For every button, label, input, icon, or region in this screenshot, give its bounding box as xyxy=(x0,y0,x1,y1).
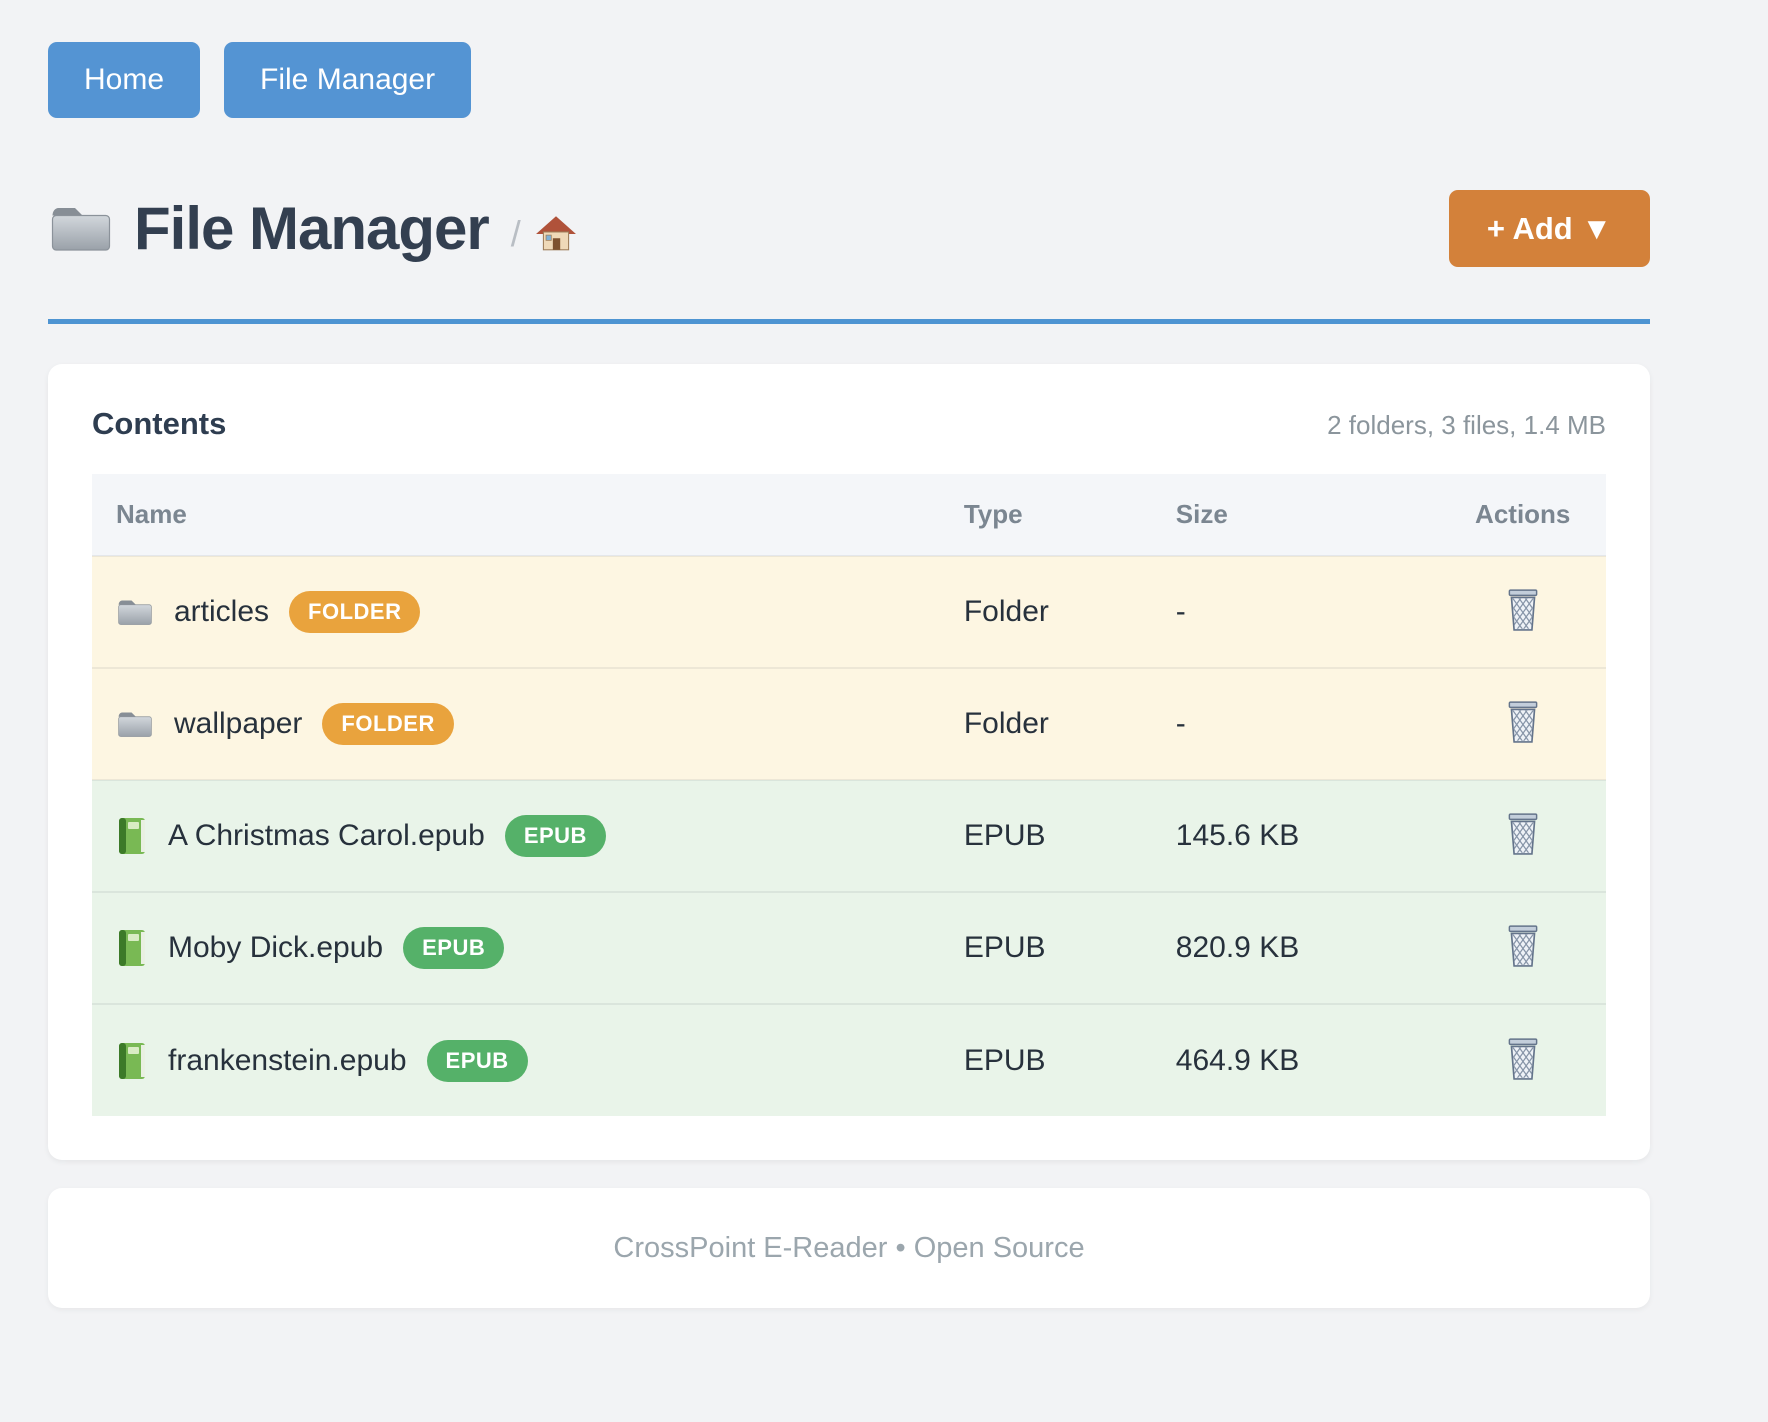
home-button[interactable]: Home xyxy=(48,42,201,118)
contents-card: Contents 2 folders, 3 files, 1.4 MB Name… xyxy=(48,364,1650,1160)
column-header-actions: Actions xyxy=(1439,474,1606,556)
type-cell: Folder xyxy=(939,556,1152,668)
trash-icon xyxy=(1504,1037,1542,1081)
delete-button[interactable] xyxy=(1500,696,1546,748)
column-header-size: Size xyxy=(1151,474,1440,556)
contents-table-body: articles FOLDER Folder - xyxy=(92,556,1606,1116)
type-cell: Folder xyxy=(939,668,1152,780)
name-cell: frankenstein.epub EPUB xyxy=(92,1004,940,1116)
table-row: Moby Dick.epub EPUB EPUB 820.9 KB xyxy=(92,892,1606,1004)
page-container: Home File Manager File Manager / xyxy=(48,42,1650,1308)
book-icon xyxy=(116,816,148,856)
name-cell: wallpaper FOLDER xyxy=(92,668,940,780)
type-cell: EPUB xyxy=(939,1004,1152,1116)
contents-heading: Contents xyxy=(92,406,227,441)
type-badge: FOLDER xyxy=(289,591,421,633)
footer: CrossPoint E-Reader • Open Source xyxy=(48,1188,1650,1308)
page-title: File Manager xyxy=(134,195,490,262)
column-header-type: Type xyxy=(939,474,1152,556)
folder-icon xyxy=(116,709,154,740)
breadcrumb: File Manager / xyxy=(48,194,577,263)
name-cell: A Christmas Carol.epub EPUB xyxy=(92,780,940,892)
type-badge: EPUB xyxy=(403,927,505,969)
table-row: wallpaper FOLDER Folder - xyxy=(92,668,1606,780)
delete-button[interactable] xyxy=(1500,920,1546,972)
size-cell: 820.9 KB xyxy=(1151,892,1440,1004)
file-name[interactable]: articles xyxy=(174,595,270,628)
file-name[interactable]: Moby Dick.epub xyxy=(168,931,384,964)
actions-cell xyxy=(1439,556,1606,668)
footer-text: CrossPoint E-Reader • Open Source xyxy=(613,1231,1085,1264)
size-cell: - xyxy=(1151,668,1440,780)
trash-icon xyxy=(1504,588,1542,632)
file-manager-button[interactable]: File Manager xyxy=(224,42,472,118)
trash-icon xyxy=(1504,700,1542,744)
title-divider xyxy=(48,319,1650,324)
actions-cell xyxy=(1439,892,1606,1004)
type-cell: EPUB xyxy=(939,780,1152,892)
actions-cell xyxy=(1439,1004,1606,1116)
table-row: A Christmas Carol.epub EPUB EPUB 145.6 K… xyxy=(92,780,1606,892)
folder-icon xyxy=(116,597,154,628)
add-button[interactable]: + Add ▼ xyxy=(1448,190,1650,267)
table-row: articles FOLDER Folder - xyxy=(92,556,1606,668)
actions-cell xyxy=(1439,780,1606,892)
table-row: frankenstein.epub EPUB EPUB 464.9 KB xyxy=(92,1004,1606,1116)
size-cell: - xyxy=(1151,556,1440,668)
name-cell: Moby Dick.epub EPUB xyxy=(92,892,940,1004)
home-icon xyxy=(535,214,577,252)
file-name[interactable]: A Christmas Carol.epub xyxy=(168,819,485,852)
type-badge: EPUB xyxy=(504,815,606,857)
delete-button[interactable] xyxy=(1500,584,1546,636)
folder-icon xyxy=(48,202,114,256)
type-cell: EPUB xyxy=(939,892,1152,1004)
file-name[interactable]: frankenstein.epub xyxy=(168,1043,407,1077)
delete-button[interactable] xyxy=(1500,808,1546,860)
breadcrumb-separator: / xyxy=(510,212,521,254)
top-nav: Home File Manager xyxy=(48,42,1650,118)
type-badge: EPUB xyxy=(426,1039,528,1082)
trash-icon xyxy=(1504,924,1542,968)
contents-table: Name Type Size Actions xyxy=(92,474,1606,1116)
type-badge: FOLDER xyxy=(322,703,454,745)
trash-icon xyxy=(1504,812,1542,856)
delete-button[interactable] xyxy=(1500,1033,1546,1085)
size-cell: 145.6 KB xyxy=(1151,780,1440,892)
column-header-name: Name xyxy=(92,474,940,556)
contents-card-header: Contents 2 folders, 3 files, 1.4 MB xyxy=(92,406,1606,442)
breadcrumb-home-link[interactable] xyxy=(535,214,577,252)
contents-summary: 2 folders, 3 files, 1.4 MB xyxy=(1327,410,1606,440)
name-cell: articles FOLDER xyxy=(92,556,940,668)
book-icon xyxy=(116,928,148,968)
actions-cell xyxy=(1439,668,1606,780)
size-cell: 464.9 KB xyxy=(1151,1004,1440,1116)
contents-table-head: Name Type Size Actions xyxy=(92,474,1606,556)
title-row: File Manager / + Add ▼ xyxy=(48,190,1650,267)
book-icon xyxy=(116,1041,148,1081)
file-name[interactable]: wallpaper xyxy=(174,707,303,740)
